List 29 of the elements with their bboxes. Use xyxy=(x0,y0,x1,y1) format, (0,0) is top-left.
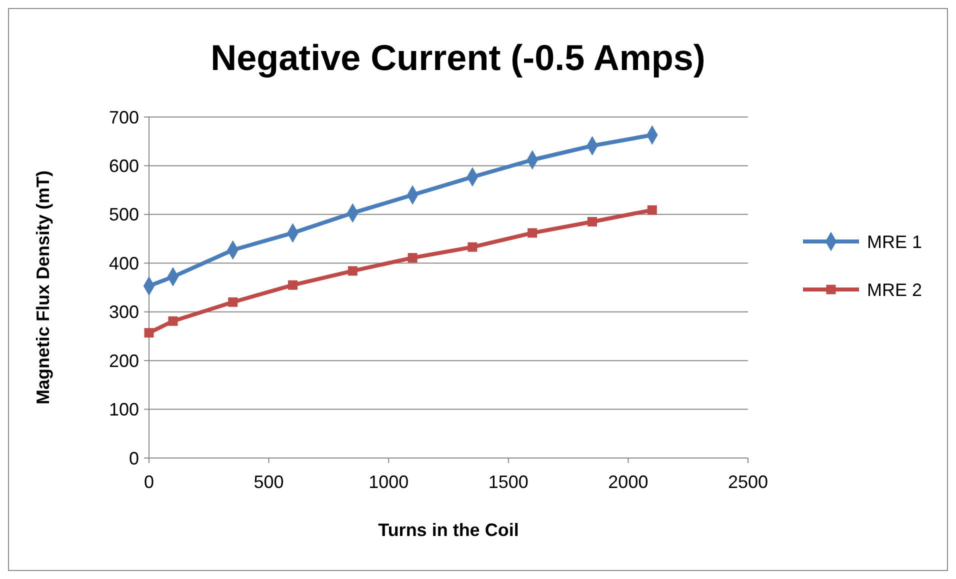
point xyxy=(588,216,598,226)
y-tick-label: 200 xyxy=(108,350,139,371)
point xyxy=(144,328,154,338)
point xyxy=(408,253,418,263)
y-tick-label: 700 xyxy=(108,107,139,128)
x-tick-label: 2500 xyxy=(728,472,768,492)
y-tick-label: 600 xyxy=(108,156,139,176)
x-tick-label: 2000 xyxy=(608,472,648,492)
point xyxy=(228,297,238,307)
y-tick-label: 500 xyxy=(108,204,139,225)
point xyxy=(168,316,178,326)
legend-label: MRE 1 xyxy=(867,232,922,252)
y-axis-title: Magnetic Flux Density (mT) xyxy=(33,170,53,405)
point xyxy=(288,280,298,290)
x-tick-label: 500 xyxy=(254,472,284,492)
y-tick-label: 0 xyxy=(128,448,139,468)
x-tick-label: 0 xyxy=(144,472,154,492)
point xyxy=(468,242,478,252)
y-tick-label: 400 xyxy=(108,253,139,274)
x-tick-label: 1000 xyxy=(368,472,409,492)
point xyxy=(528,228,538,238)
x-tick-label: 1500 xyxy=(488,472,528,492)
chart-title: Negative Current (-0.5 Amps) xyxy=(210,37,706,78)
point xyxy=(348,266,358,276)
y-tick-label: 300 xyxy=(108,302,139,322)
point xyxy=(647,205,657,215)
legend-label: MRE 2 xyxy=(867,280,922,300)
x-axis-title: Turns in the Coil xyxy=(378,520,519,540)
y-tick-label: 100 xyxy=(108,400,139,420)
